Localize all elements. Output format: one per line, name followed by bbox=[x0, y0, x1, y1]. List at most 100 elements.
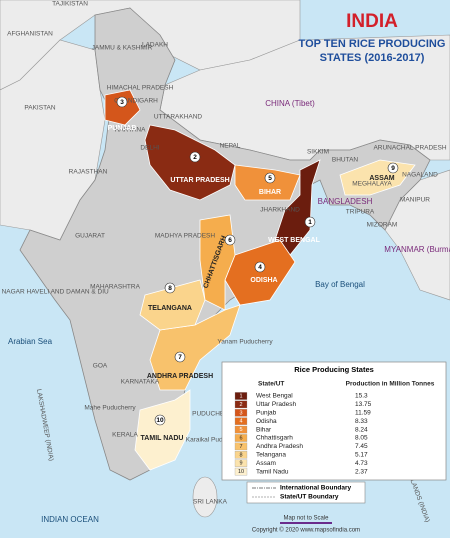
rank-marker bbox=[264, 172, 276, 184]
state-name: Punjab bbox=[108, 125, 137, 132]
state: Telangana bbox=[256, 452, 286, 459]
place-label: DELHI bbox=[140, 145, 159, 152]
rank: 4 bbox=[239, 419, 242, 425]
color-swatch bbox=[234, 425, 248, 434]
place-label: BHUTAN bbox=[332, 157, 359, 164]
production: 13.75 bbox=[355, 401, 372, 408]
color-swatch bbox=[234, 467, 248, 476]
state-shape bbox=[144, 124, 236, 201]
subtitle: STATES (2016-2017) bbox=[320, 52, 425, 64]
state-shape bbox=[149, 304, 241, 391]
place-label: ARUNACHAL PRADESH bbox=[373, 145, 446, 152]
production: 15.3 bbox=[355, 393, 368, 400]
legend-label: State/UT Boundary bbox=[280, 494, 339, 501]
rank-marker bbox=[224, 234, 236, 246]
state: Andhra Pradesh bbox=[256, 443, 303, 450]
color-swatch bbox=[234, 417, 248, 425]
rank-number: 3 bbox=[120, 99, 124, 106]
rank: 7 bbox=[239, 444, 242, 450]
place-label: UTTARAKHAND bbox=[154, 114, 203, 121]
place-label: Karaikal Puducherry bbox=[186, 437, 245, 444]
place-label: AFGHANISTAN bbox=[7, 31, 53, 38]
legend-label: International Boundary bbox=[280, 485, 352, 492]
place-label: DADRA & NAGAR HAVELI AND DAMAN & DIU bbox=[0, 289, 109, 296]
rank: 9 bbox=[239, 461, 242, 467]
table-header: State/UT bbox=[258, 381, 284, 388]
place-label: PUDUCHERRY bbox=[192, 411, 238, 418]
rank-marker bbox=[304, 216, 316, 228]
rank-marker bbox=[164, 282, 176, 294]
state: Uttar Pradesh bbox=[256, 401, 296, 408]
color-swatch bbox=[234, 442, 248, 451]
rank-marker bbox=[154, 414, 166, 426]
rank: 6 bbox=[239, 435, 242, 441]
state-shape bbox=[134, 389, 191, 471]
production: 7.45 bbox=[355, 443, 368, 450]
place-label: HIMACHAL PRADESH bbox=[107, 85, 174, 92]
production: 8.24 bbox=[355, 426, 368, 433]
rank: 10 bbox=[238, 469, 244, 475]
place-label: JHARKHAND bbox=[260, 207, 300, 214]
place-label: GUJARAT bbox=[75, 233, 105, 240]
color-swatch bbox=[234, 434, 248, 442]
place-label: KARNATAKA bbox=[121, 379, 160, 386]
state-name: West Bengal bbox=[268, 237, 320, 244]
state-shape bbox=[104, 89, 141, 126]
rank-marker bbox=[254, 261, 266, 273]
copyright: Copyright © 2020 www.mapsofindia.com bbox=[252, 527, 360, 534]
place-label: TRIPURA bbox=[346, 209, 375, 216]
rank-number: 1 bbox=[308, 219, 312, 226]
neighbour-west bbox=[0, 39, 106, 241]
production: 2.37 bbox=[355, 468, 368, 475]
state-name: Telangana bbox=[148, 305, 192, 312]
rank: 3 bbox=[239, 410, 242, 416]
state-name: Assam bbox=[369, 175, 394, 182]
rank-number: 9 bbox=[391, 165, 395, 172]
rank: 8 bbox=[239, 452, 242, 458]
color-swatch bbox=[234, 400, 248, 409]
table-box bbox=[221, 361, 447, 481]
rank: 5 bbox=[239, 427, 242, 433]
scale-note: Map not to Scale bbox=[283, 516, 329, 522]
rank-marker bbox=[387, 162, 399, 174]
rank-number: 5 bbox=[268, 175, 272, 182]
place-label: JAMMU & KASHMIR bbox=[92, 45, 153, 52]
title: INDIA bbox=[346, 11, 398, 32]
place-label: HARYANA bbox=[115, 127, 146, 134]
state: Assam bbox=[256, 460, 276, 467]
state-name: Andhra Pradesh bbox=[147, 373, 213, 380]
place-label: Mahe Puducherry bbox=[84, 405, 136, 412]
state-name: Odisha bbox=[250, 277, 277, 284]
state-name: Tamil Nadu bbox=[141, 435, 184, 442]
rank: 2 bbox=[239, 402, 242, 408]
place-label: CHINA (Tibet) bbox=[265, 99, 315, 108]
place-label: CHANDIGARH bbox=[114, 98, 158, 105]
place-label: LADAKH bbox=[142, 42, 168, 49]
rank-number: 4 bbox=[258, 264, 262, 271]
rank-marker bbox=[174, 351, 186, 363]
color-swatch bbox=[234, 409, 248, 417]
production: 4.73 bbox=[355, 460, 368, 467]
state: Bihar bbox=[256, 426, 272, 433]
state: Chhattisgarh bbox=[256, 435, 293, 442]
rank-number: 7 bbox=[178, 354, 182, 361]
place-label: MADHYA PRADESH bbox=[155, 233, 216, 240]
place-label: MANIPUR bbox=[400, 197, 430, 204]
state: West Bengal bbox=[256, 393, 293, 400]
rank-marker bbox=[116, 96, 128, 108]
place-label: PAKISTAN bbox=[24, 105, 55, 112]
place-label: SRI LANKA bbox=[193, 499, 228, 506]
place-label: BANGLADESH bbox=[318, 197, 373, 206]
production: 5.17 bbox=[355, 452, 368, 459]
table-title: Rice Producing States bbox=[294, 365, 374, 374]
place-label: RAJASTHAN bbox=[69, 169, 108, 176]
subtitle: TOP TEN RICE PRODUCING bbox=[299, 38, 446, 50]
state: Odisha bbox=[256, 418, 277, 425]
state-name: Uttar Pradesh bbox=[170, 177, 229, 184]
place-label: NEPAL bbox=[220, 143, 241, 150]
sri-lanka-shape bbox=[192, 476, 218, 518]
place-label: MIZORAM bbox=[367, 222, 398, 229]
place-label: Arabian Sea bbox=[8, 337, 53, 346]
production: 8.33 bbox=[355, 418, 368, 425]
